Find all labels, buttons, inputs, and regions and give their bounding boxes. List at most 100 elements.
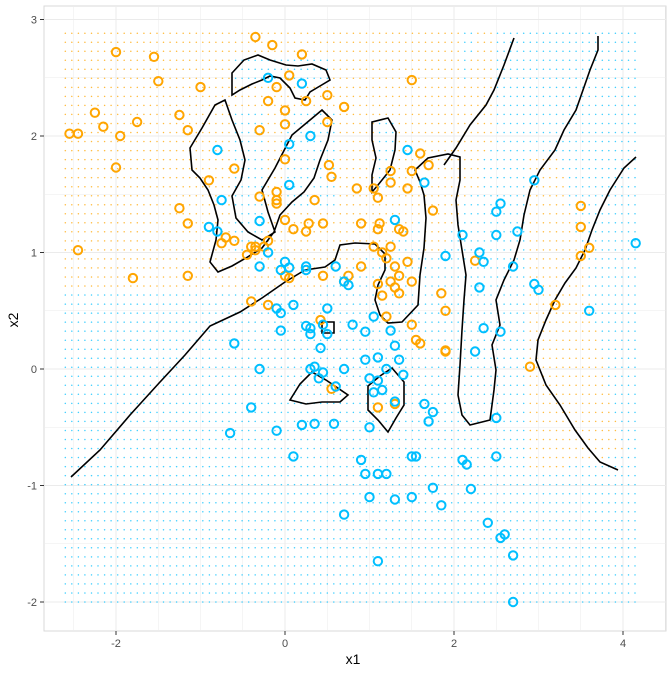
grid-dot xyxy=(228,421,230,423)
grid-dot xyxy=(438,348,440,350)
grid-dot xyxy=(241,556,243,558)
grid-dot xyxy=(222,69,224,71)
grid-dot xyxy=(484,321,486,323)
grid-dot xyxy=(464,222,466,224)
grid-dot xyxy=(241,448,243,450)
grid-dot xyxy=(163,412,165,414)
grid-dot xyxy=(261,312,263,314)
grid-dot xyxy=(307,529,309,531)
grid-dot xyxy=(241,484,243,486)
grid-dot xyxy=(399,511,401,513)
grid-dot xyxy=(523,583,525,585)
grid-dot xyxy=(110,222,112,224)
grid-dot xyxy=(163,601,165,603)
grid-dot xyxy=(471,376,473,378)
grid-dot xyxy=(353,448,355,450)
grid-dot xyxy=(425,258,427,260)
grid-dot xyxy=(189,403,191,405)
grid-dot xyxy=(300,394,302,396)
grid-dot xyxy=(431,475,433,477)
grid-dot xyxy=(385,50,387,52)
grid-dot xyxy=(562,493,564,495)
grid-dot xyxy=(235,267,237,269)
grid-dot xyxy=(399,601,401,603)
grid-dot xyxy=(156,249,158,251)
grid-dot xyxy=(379,529,381,531)
grid-dot xyxy=(320,177,322,179)
grid-dot xyxy=(196,222,198,224)
grid-dot xyxy=(451,493,453,495)
grid-dot xyxy=(346,601,348,603)
grid-dot xyxy=(137,285,139,287)
grid-dot xyxy=(385,114,387,116)
grid-dot xyxy=(137,330,139,332)
grid-dot xyxy=(510,204,512,206)
grid-dot xyxy=(425,41,427,43)
grid-dot xyxy=(137,41,139,43)
grid-dot xyxy=(366,132,368,134)
grid-dot xyxy=(202,394,204,396)
grid-dot xyxy=(353,439,355,441)
grid-dot xyxy=(385,87,387,89)
grid-dot xyxy=(471,520,473,522)
grid-dot xyxy=(313,583,315,585)
grid-dot xyxy=(405,502,407,504)
grid-dot xyxy=(307,204,309,206)
grid-dot xyxy=(399,466,401,468)
grid-dot xyxy=(248,78,250,80)
grid-dot xyxy=(202,312,204,314)
grid-dot xyxy=(418,556,420,558)
grid-dot xyxy=(516,78,518,80)
grid-dot xyxy=(510,601,512,603)
grid-dot xyxy=(320,529,322,531)
grid-dot xyxy=(431,511,433,513)
grid-dot xyxy=(471,69,473,71)
grid-dot xyxy=(123,376,125,378)
grid-dot xyxy=(254,69,256,71)
grid-dot xyxy=(438,565,440,567)
grid-dot xyxy=(202,583,204,585)
grid-dot xyxy=(536,159,538,161)
grid-dot xyxy=(287,186,289,188)
grid-dot xyxy=(340,41,342,43)
grid-dot xyxy=(366,556,368,558)
grid-dot xyxy=(209,601,211,603)
grid-dot xyxy=(65,258,67,260)
grid-dot xyxy=(523,493,525,495)
grid-dot xyxy=(228,357,230,359)
grid-dot xyxy=(248,430,250,432)
grid-dot xyxy=(78,285,80,287)
grid-dot xyxy=(71,601,73,603)
grid-dot xyxy=(130,403,132,405)
grid-dot xyxy=(346,114,348,116)
grid-dot xyxy=(117,502,119,504)
grid-dot xyxy=(320,41,322,43)
grid-dot xyxy=(549,204,551,206)
grid-dot xyxy=(261,78,263,80)
grid-dot xyxy=(150,339,152,341)
grid-dot xyxy=(84,150,86,152)
grid-dot xyxy=(464,520,466,522)
grid-dot xyxy=(333,583,335,585)
grid-dot xyxy=(65,538,67,540)
grid-dot xyxy=(130,574,132,576)
grid-dot xyxy=(143,177,145,179)
grid-dot xyxy=(503,457,505,459)
grid-dot xyxy=(490,204,492,206)
grid-dot xyxy=(457,303,459,305)
grid-dot xyxy=(228,204,230,206)
grid-dot xyxy=(235,330,237,332)
grid-dot xyxy=(556,376,558,378)
grid-dot xyxy=(117,105,119,107)
grid-dot xyxy=(556,195,558,197)
grid-dot xyxy=(97,186,99,188)
grid-dot xyxy=(97,276,99,278)
grid-dot xyxy=(477,475,479,477)
grid-dot xyxy=(189,294,191,296)
grid-dot xyxy=(444,330,446,332)
grid-dot xyxy=(333,574,335,576)
grid-dot xyxy=(287,448,289,450)
grid-dot xyxy=(248,240,250,242)
grid-dot xyxy=(176,493,178,495)
grid-dot xyxy=(274,439,276,441)
